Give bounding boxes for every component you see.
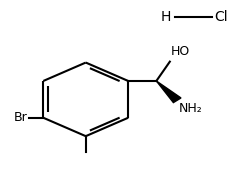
Text: Cl: Cl <box>214 10 228 24</box>
Polygon shape <box>156 81 181 103</box>
Text: NH₂: NH₂ <box>179 102 203 115</box>
Text: HO: HO <box>171 45 190 58</box>
Text: H: H <box>161 10 172 24</box>
Text: Br: Br <box>14 111 28 124</box>
